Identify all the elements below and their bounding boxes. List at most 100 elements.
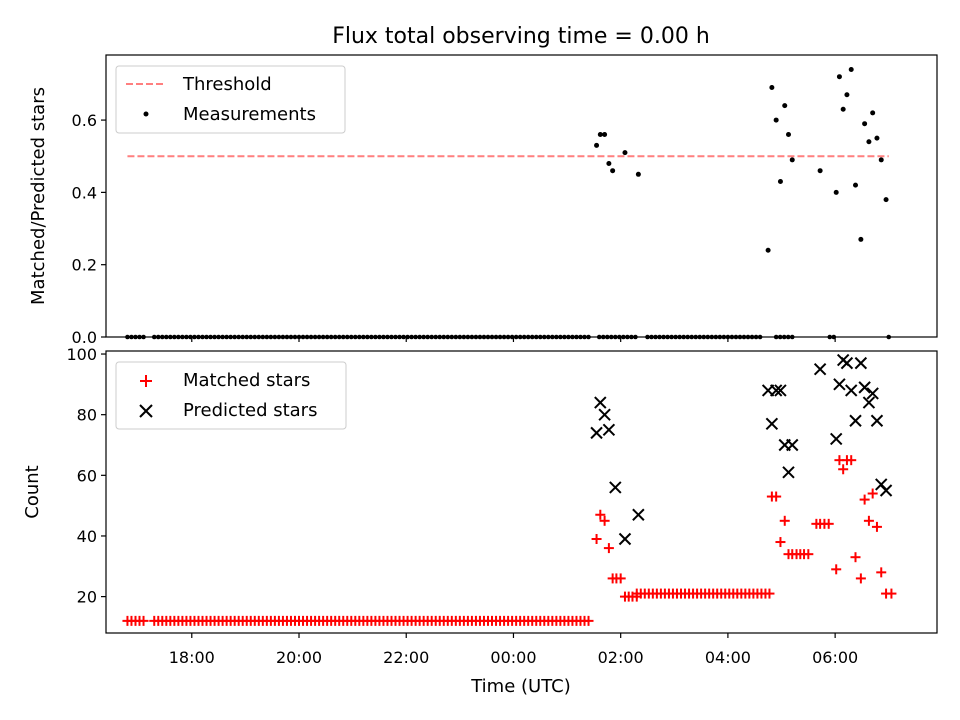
measurement-point bbox=[554, 334, 559, 340]
measurement-point bbox=[385, 334, 390, 340]
measurement-point bbox=[737, 334, 743, 340]
measurement-point bbox=[389, 334, 394, 340]
measurement-point bbox=[180, 334, 185, 340]
measurement-point bbox=[883, 197, 889, 203]
measurement-point bbox=[133, 334, 138, 340]
measurement-point bbox=[529, 334, 535, 340]
matched-star-point bbox=[831, 564, 842, 575]
measurement-point bbox=[336, 334, 342, 340]
matched-star-point bbox=[603, 543, 614, 554]
measurement-point bbox=[693, 334, 699, 340]
bottom-plot-frame bbox=[105, 350, 938, 634]
measurement-point bbox=[629, 334, 634, 340]
measurement-point bbox=[485, 334, 491, 340]
measurement-point bbox=[661, 334, 666, 340]
measurement-point bbox=[465, 334, 471, 340]
measurement-point bbox=[208, 334, 213, 340]
matched-star-point bbox=[838, 464, 849, 475]
measurement-point bbox=[733, 334, 739, 340]
predicted-star-point bbox=[774, 384, 787, 397]
measurement-point bbox=[550, 334, 555, 340]
measurement-point bbox=[725, 334, 731, 340]
measurement-point bbox=[537, 334, 543, 340]
measurement-point bbox=[862, 121, 868, 127]
measurement-point bbox=[597, 132, 603, 138]
measurement-point bbox=[172, 334, 177, 340]
matched-star-point bbox=[850, 552, 861, 563]
measurement-point bbox=[709, 334, 715, 340]
measurement-point bbox=[256, 334, 262, 340]
measurement-point bbox=[785, 132, 791, 138]
measurement-point bbox=[613, 334, 618, 340]
measurement-point bbox=[574, 334, 579, 340]
measurement-point bbox=[602, 132, 608, 138]
measurement-point bbox=[633, 334, 638, 340]
measurement-point bbox=[665, 334, 670, 340]
measurement-point bbox=[268, 334, 274, 340]
predicted-star-point bbox=[598, 408, 611, 421]
measurement-point bbox=[312, 334, 318, 340]
bottom-y-tick-label: 20 bbox=[77, 588, 97, 607]
measurement-point bbox=[151, 334, 157, 340]
measurement-point bbox=[745, 334, 751, 340]
measurement-point bbox=[137, 334, 142, 340]
matched-star-point bbox=[595, 509, 606, 520]
measurement-point bbox=[489, 334, 495, 340]
measurement-point bbox=[441, 334, 447, 340]
measurement-point bbox=[473, 334, 479, 340]
measurement-point bbox=[453, 334, 459, 340]
measurement-point bbox=[212, 334, 217, 340]
measurement-point bbox=[566, 334, 571, 340]
bottom-x-tick-label: 18:00 bbox=[169, 648, 215, 667]
bottom-legend-box bbox=[115, 361, 347, 430]
predicted-legend-label: Predicted stars bbox=[183, 400, 317, 421]
bottom-y-tick-label: 80 bbox=[77, 406, 97, 425]
measurement-point bbox=[332, 334, 338, 340]
measurement-point bbox=[717, 334, 723, 340]
measurement-point bbox=[461, 334, 467, 340]
measurement-point bbox=[505, 334, 511, 340]
measurement-point bbox=[610, 168, 616, 174]
measurement-point bbox=[429, 334, 434, 340]
measurement-point bbox=[477, 334, 483, 340]
measurement-point bbox=[308, 334, 314, 340]
measurement-point bbox=[827, 334, 833, 340]
measurement-point bbox=[292, 334, 298, 340]
matched-star-point bbox=[863, 515, 874, 526]
measurement-point bbox=[604, 334, 610, 340]
measurements-legend-label: Measurements bbox=[183, 104, 316, 125]
predicted-star-point bbox=[782, 466, 795, 479]
measurement-point bbox=[525, 334, 531, 340]
matched-star-point bbox=[631, 591, 642, 602]
measurement-point bbox=[769, 85, 775, 91]
measurement-point bbox=[777, 334, 783, 340]
measurement-point bbox=[866, 139, 872, 145]
predicted-star-point bbox=[840, 356, 854, 370]
measurement-point bbox=[600, 334, 606, 340]
measurement-point bbox=[236, 334, 241, 340]
matched-star-point bbox=[855, 573, 866, 584]
chart-title: Flux total observing time = 0.00 h bbox=[332, 24, 710, 49]
predicted-star-point bbox=[813, 362, 827, 376]
bottom-x-tick-label: 00:00 bbox=[490, 648, 536, 667]
measurement-point bbox=[513, 334, 519, 340]
measurement-point bbox=[397, 334, 402, 340]
bottom-x-tick-label: 20:00 bbox=[276, 648, 322, 667]
measurement-point bbox=[749, 334, 755, 340]
measurement-point bbox=[858, 236, 864, 242]
measurement-point bbox=[361, 334, 366, 340]
measurement-point bbox=[562, 334, 567, 340]
matched-star-point bbox=[803, 549, 814, 560]
measurement-point bbox=[817, 168, 823, 174]
measurement-point bbox=[721, 334, 727, 340]
measurement-point bbox=[625, 334, 630, 340]
matched-star-point bbox=[583, 615, 594, 626]
matched-star-point bbox=[876, 567, 887, 578]
measurement-point bbox=[609, 334, 614, 340]
measurement-point bbox=[831, 334, 837, 340]
measurement-point bbox=[216, 334, 221, 340]
measurement-point bbox=[777, 179, 783, 185]
bottom-x-tick-label: 06:00 bbox=[812, 648, 858, 667]
measurement-point bbox=[413, 334, 418, 340]
predicted-star-point bbox=[866, 387, 879, 400]
